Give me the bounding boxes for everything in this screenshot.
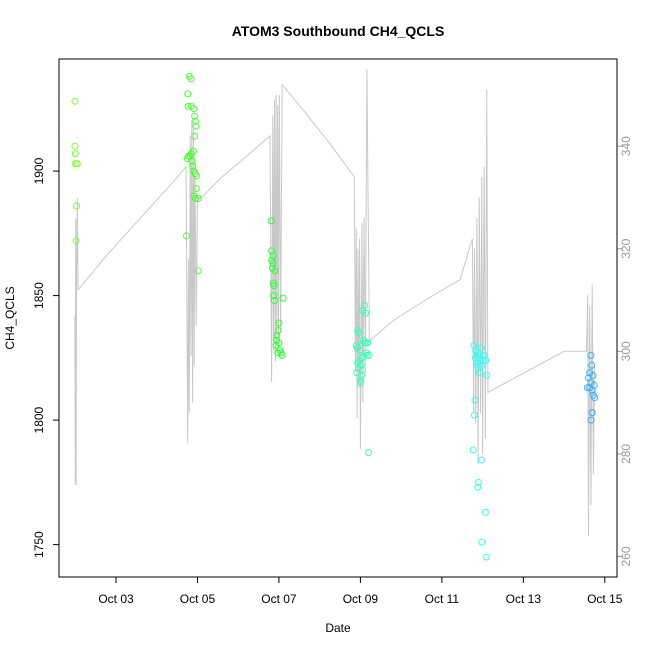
data-point [192,172,200,180]
data-point [183,232,190,240]
data-point [274,327,282,334]
data-point [483,371,491,379]
data-point [357,376,365,384]
data-point [481,508,489,516]
data-point [361,302,368,309]
data-point [278,351,286,359]
data-point [269,259,277,267]
data-point [588,361,596,369]
y-axis-label: CH4_QCLS [3,286,17,349]
data-point [587,416,595,424]
data-point [191,195,199,202]
data-point [190,105,198,113]
plot-frame [58,58,618,578]
data-point [192,185,200,192]
data-point [474,483,482,491]
data-point [270,292,278,300]
altitude-trace-line [74,69,596,537]
data-point [71,150,79,158]
data-point [269,252,277,260]
data-point [73,160,81,168]
data-point [587,351,595,359]
data-point [362,309,370,317]
data-point [267,217,275,225]
data-point [482,553,490,561]
data-point [469,446,477,454]
data-point [588,386,596,394]
data-point [271,267,279,275]
data-point [268,247,276,255]
data-point-layer [71,72,599,561]
data-point [191,117,199,125]
y2-tick-label: 280 [619,444,633,464]
data-point [73,202,80,210]
data-point [191,112,199,120]
x-tick-label: Oct 15 [587,592,623,606]
y-tick-label: 1850 [32,282,46,309]
data-point [192,122,200,130]
data-point [477,344,485,352]
data-point [271,297,278,305]
data-point [272,341,280,349]
x-tick-label: Oct 07 [261,592,297,606]
data-point [365,351,373,359]
data-point [480,351,488,359]
data-point [189,162,197,170]
y-tick-label: 1900 [32,157,46,184]
data-point [474,364,482,372]
data-point [365,449,372,456]
data-point [71,142,79,150]
x-axis-label: Date [325,621,351,635]
y2-tick-label: 260 [619,546,633,566]
chart-title: ATOM3 Southbound CH4_QCLS [232,23,445,39]
data-point [479,356,487,364]
data-point [470,411,478,419]
data-point [71,160,79,168]
data-point [591,394,599,402]
data-point [188,157,196,165]
data-point [364,339,372,347]
data-point [187,75,195,83]
data-point [358,371,366,379]
data-point [184,90,192,98]
data-point [356,379,364,387]
data-point [184,102,192,110]
data-point [194,195,202,202]
data-point [72,237,80,245]
data-point [356,346,364,354]
data-point [275,319,283,327]
data-point [475,478,482,486]
x-tick-label: Oct 03 [98,592,134,606]
data-point [478,538,486,546]
y-tick-label: 1750 [32,531,46,558]
data-point [270,282,278,290]
data-point [471,396,479,404]
y2-tick-label: 300 [619,341,633,361]
data-point [194,267,202,275]
x-tick-label: Oct 05 [180,592,216,606]
data-point [475,361,482,369]
data-point [588,409,596,417]
data-point [470,341,478,349]
y-tick-label: 1800 [32,406,46,433]
data-point [279,294,287,302]
data-point [191,132,199,140]
x-tick-label: Oct 13 [506,592,542,606]
data-point [358,366,366,374]
data-point [355,329,363,337]
data-point [71,97,79,105]
data-point [476,369,484,377]
y2-tick-label: 320 [619,238,633,258]
x-tick-label: Oct 09 [343,592,379,606]
data-point [273,331,281,339]
x-tick-label: Oct 11 [425,592,460,606]
data-point [477,456,485,464]
y2-tick-label: 340 [619,136,633,156]
data-point [482,356,490,364]
altitude-trace-layer [74,69,596,537]
